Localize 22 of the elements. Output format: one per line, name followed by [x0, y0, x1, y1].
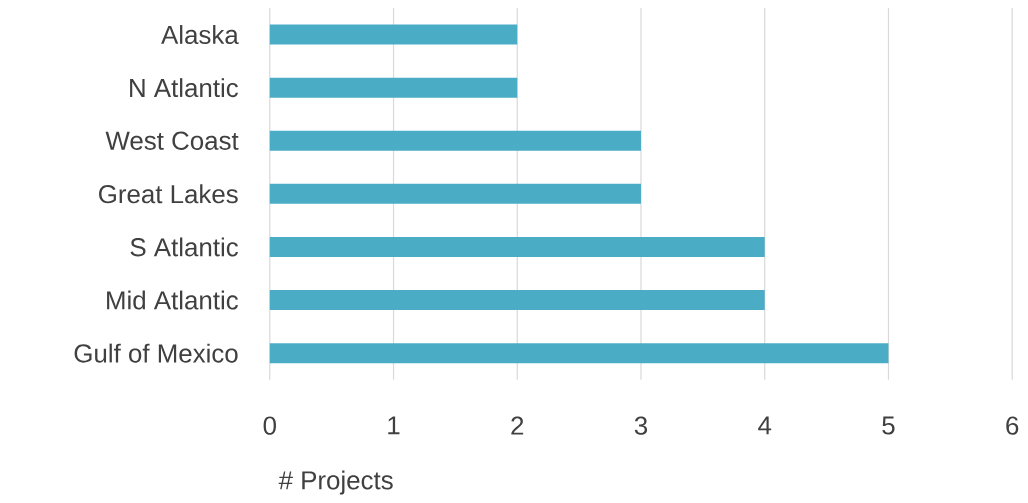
x-tick-label: 2 [511, 416, 524, 435]
y-tick-label: West Coast [105, 131, 239, 150]
x-tick-label: 6 [1006, 416, 1019, 435]
y-tick-label: Great Lakes [99, 184, 238, 204]
bar [269, 77, 518, 98]
x-tick-label: 3 [634, 416, 648, 435]
x-axis-title: # Projects [278, 470, 393, 495]
bar [269, 343, 889, 364]
bar [269, 130, 641, 151]
bar [269, 183, 641, 204]
bar [269, 289, 765, 310]
y-tick-label: Alaska [161, 24, 239, 44]
bar [269, 236, 765, 257]
x-tick-label: 1 [388, 416, 400, 435]
y-tick-label: N Atlantic [130, 78, 238, 98]
x-tick-label: 0 [263, 416, 276, 435]
x-tick-label: 5 [882, 416, 895, 435]
y-tick-label: Mid Atlantic [107, 290, 238, 310]
y-tick-label: Gulf of Mexico [74, 343, 238, 363]
y-tick-label: S Atlantic [130, 237, 239, 257]
bar [269, 24, 518, 45]
x-tick-label: 4 [758, 416, 772, 435]
